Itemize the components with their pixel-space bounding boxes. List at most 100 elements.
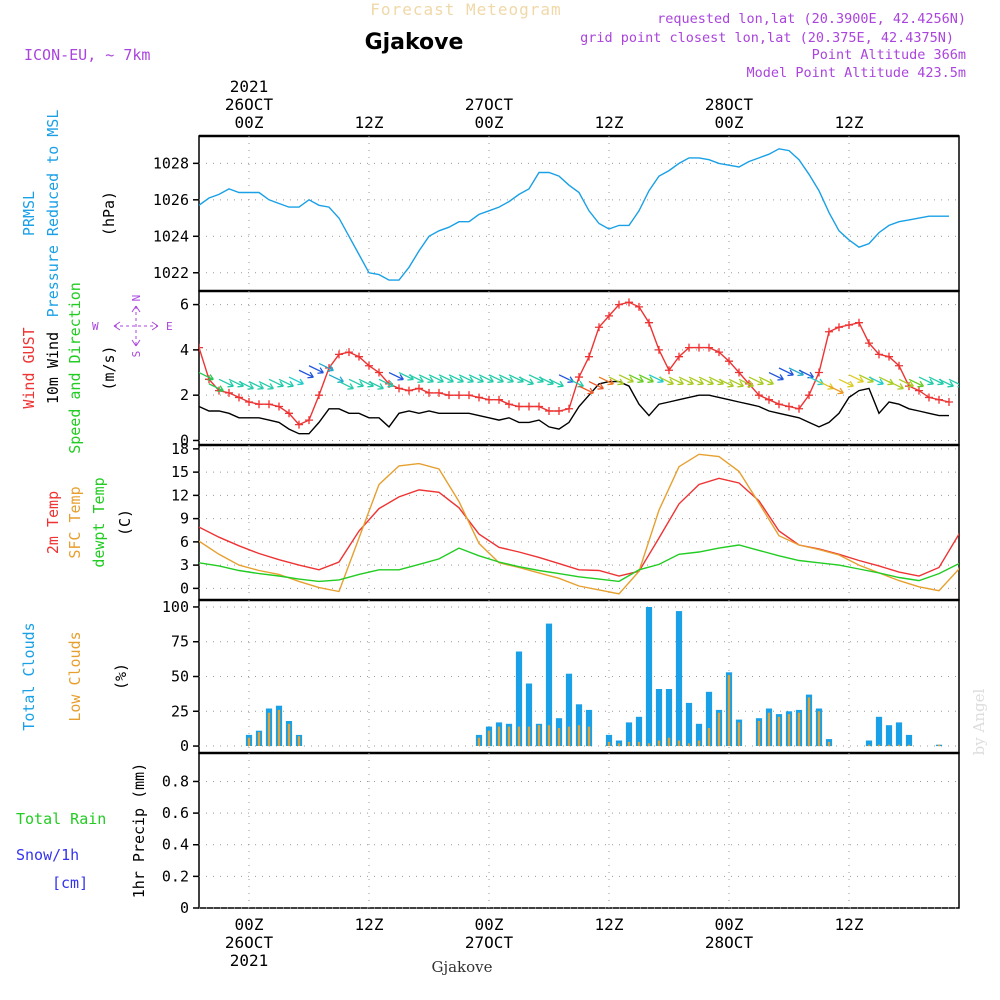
y-tick-label: 6 [180, 296, 189, 314]
time-axis-label: 00Z [235, 915, 264, 934]
gust-marker [355, 352, 363, 361]
low-clouds-bar [877, 744, 881, 747]
low-clouds-bar [727, 675, 731, 746]
gust-marker [265, 400, 273, 409]
wind-plot-area [199, 298, 959, 435]
gust-marker [615, 300, 623, 309]
low-clouds-bar [507, 726, 511, 747]
wind-direction-arrow [718, 378, 734, 388]
low-clouds-bar [937, 744, 941, 747]
gust-marker [199, 343, 203, 352]
gust-marker [795, 404, 803, 413]
low-clouds-bar [487, 730, 491, 746]
pressure-label: PRMSL [20, 191, 38, 236]
footer-location: Gjakove [431, 958, 492, 976]
precip-label: Total Rain [16, 810, 106, 828]
gust-marker [705, 343, 713, 352]
gust-marker [835, 323, 843, 332]
wind-direction-arrow [768, 371, 784, 381]
y-tick-label: 12 [171, 486, 189, 504]
gust-marker [945, 397, 953, 406]
low-clouds-bar [647, 743, 651, 747]
low-clouds-bar [637, 741, 641, 747]
low-clouds-bar [607, 741, 611, 747]
total-clouds-bar [565, 673, 573, 746]
dewpt-temp-line [199, 544, 959, 583]
gust-marker [845, 320, 853, 329]
gust-marker [285, 409, 293, 418]
y-tick-label: 15 [171, 463, 189, 481]
precip-label: Snow/1h [16, 846, 79, 864]
precip-frame [198, 752, 960, 909]
wind-direction-arrow [368, 381, 384, 390]
low-clouds-bar [817, 711, 821, 747]
gust-marker [545, 407, 553, 416]
point-altitude: Point Altitude 366m [812, 47, 966, 63]
wind-direction-arrow [408, 374, 424, 383]
model-altitude: Model Point Altitude 423.5m [747, 65, 966, 81]
gust-marker [925, 393, 933, 402]
low-clouds-bar [707, 728, 711, 747]
gust-marker [815, 368, 823, 377]
low-clouds-bar [897, 744, 901, 747]
gust-marker [485, 395, 493, 404]
gust-marker [515, 402, 523, 411]
wind-direction-arrow [838, 378, 854, 388]
gust-marker [625, 298, 633, 307]
gust-marker [335, 350, 343, 359]
gust-marker [825, 327, 833, 336]
wind-direction-arrow [688, 376, 704, 386]
model-name: ICON-EU, ~ 7km [24, 46, 150, 64]
temperature-plot-area [199, 453, 959, 595]
wind-direction-arrow [478, 374, 494, 383]
wind-direction-arrow [948, 378, 959, 388]
y-tick-label: 2 [180, 386, 189, 404]
total-clouds-bar [705, 691, 713, 746]
wind-direction-arrow [608, 376, 624, 386]
wind-direction-arrow [378, 378, 394, 388]
total-clouds-bar [905, 734, 913, 746]
wind-direction-arrow [218, 378, 234, 388]
time-axis-label: 12Z [595, 915, 624, 934]
temperature-unit-label: (C) [116, 509, 134, 536]
low-clouds-bar [797, 712, 801, 747]
total-clouds-bar [515, 651, 523, 747]
gust-marker [255, 400, 263, 409]
wind-direction-arrow [199, 371, 214, 381]
gust-marker [885, 352, 893, 361]
wind-direction-arrow [298, 369, 314, 379]
gust-marker [655, 345, 663, 354]
gust-marker [805, 391, 813, 400]
wind-direction-arrow [288, 376, 304, 386]
pressure-plot-area [199, 148, 949, 281]
temperature-label: SFC Temp [66, 486, 84, 558]
low-clouds-bar [497, 726, 501, 747]
gust-marker [295, 420, 303, 429]
y-tick-label: 1024 [153, 227, 189, 245]
gust-marker [525, 402, 533, 411]
low-clouds-bar [757, 721, 761, 746]
compass-arrowheads [113, 305, 159, 347]
low-clouds-bar [777, 716, 781, 746]
y-tick-label: 0 [180, 899, 189, 917]
panel-pressure: 1022 1024 1026 1028 PRMSL Pressure Reduced to… [20, 110, 960, 317]
time-axis-label: 12Z [835, 915, 864, 934]
gust-marker [685, 343, 693, 352]
precip-unit-label: 1hr Precip (mm) [130, 763, 148, 898]
wind-direction-arrow [868, 376, 884, 386]
wind-direction-arrow [848, 374, 864, 383]
forecast-title: Forecast Meteogram [370, 0, 561, 19]
wind-direction-arrow [268, 378, 284, 388]
wind-direction-arrow [328, 374, 344, 383]
time-axis-label: 00Z [715, 915, 744, 934]
low-clouds-bar [557, 728, 561, 747]
gust-marker [505, 400, 513, 409]
time-axis-label: 2021 [230, 77, 269, 96]
time-axis-label: 28OCT [705, 95, 754, 114]
time-axis-label: 12Z [595, 113, 624, 132]
gust-marker [345, 348, 353, 357]
y-tick-label: 0 [180, 737, 189, 755]
time-axis-label: 26OCT [225, 95, 274, 114]
y-tick-label: 0.6 [162, 804, 189, 822]
